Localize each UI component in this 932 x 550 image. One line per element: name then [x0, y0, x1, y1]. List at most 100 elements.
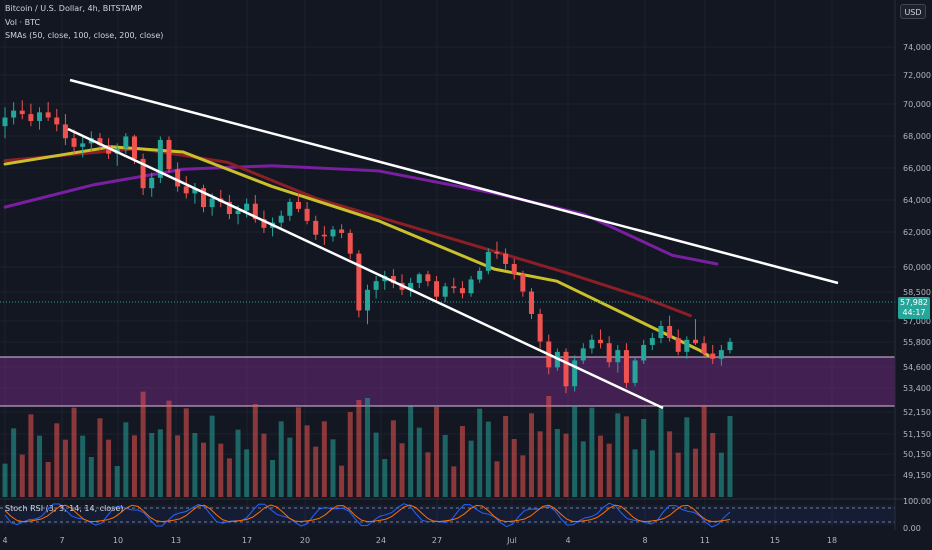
- volume-bar: [416, 427, 422, 497]
- candle-countdown: 44:17: [902, 308, 926, 317]
- volume-bar: [97, 418, 103, 497]
- volume-bar: [718, 452, 724, 497]
- date-tick-label: 13: [171, 536, 181, 545]
- volume-bar: [528, 413, 534, 497]
- candle-body: [477, 270, 483, 280]
- volume-bar: [166, 400, 172, 497]
- candle-body: [28, 114, 34, 121]
- candle-body: [468, 279, 474, 294]
- volume-bar: [252, 404, 258, 497]
- currency-button[interactable]: USD: [900, 4, 926, 19]
- volume-bar: [19, 454, 25, 497]
- support-zone-borders: [0, 356, 895, 407]
- candle-body: [598, 339, 604, 344]
- volume-bar: [106, 439, 112, 497]
- sma50-line: [3, 145, 710, 357]
- candle-body: [416, 274, 422, 283]
- candle-body: [131, 136, 137, 159]
- volume-bar: [54, 423, 60, 497]
- candle-body: [166, 139, 172, 170]
- candle-body: [718, 350, 724, 359]
- price-axis[interactable]: 74,000 72,000 70,000 68,000 66,000 64,000 62,0…: [894, 0, 931, 533]
- candle-body: [11, 110, 17, 118]
- candle-body: [157, 139, 163, 178]
- volume-bar: [339, 465, 345, 497]
- candle-body: [97, 138, 103, 146]
- symbol-label[interactable]: Bitcoin / U.S. Dollar, 4h, BITSTAMP: [5, 4, 143, 13]
- volume-bar: [28, 414, 34, 497]
- candle-body: [692, 339, 698, 344]
- volume-label[interactable]: Vol · BTC: [5, 17, 41, 27]
- candle-body: [226, 201, 232, 215]
- candles: [2, 100, 733, 394]
- candle-body: [149, 177, 155, 189]
- candle-body: [356, 253, 362, 311]
- price-tick-label: 66,000: [903, 164, 931, 173]
- volume-bar: [572, 405, 578, 497]
- volume-bar: [537, 431, 543, 497]
- volume-bar: [71, 407, 77, 497]
- candle-body: [667, 325, 673, 339]
- volume-bar: [278, 421, 284, 497]
- price-tick-label: 50,150: [903, 450, 931, 459]
- candle-body: [503, 253, 509, 264]
- candle-body: [252, 203, 258, 220]
- rsi-legend[interactable]: Stoch RSI (3, 3, 14, 14, close): [5, 504, 124, 513]
- candle-body: [19, 110, 25, 115]
- volume-bar: [399, 443, 405, 497]
- volume-bar: [520, 455, 526, 497]
- volume-bar: [598, 435, 604, 497]
- sma-label[interactable]: SMAs (50, close, 100, close, 200, close): [5, 31, 164, 40]
- volume-bar: [140, 391, 146, 497]
- volume-bar: [658, 408, 664, 497]
- volume-bar: [11, 428, 17, 497]
- volume-bar: [451, 466, 457, 497]
- volume-bar: [727, 415, 733, 497]
- candle-body: [434, 281, 440, 297]
- volume-bar: [313, 446, 319, 497]
- date-tick-label: 7: [59, 536, 64, 545]
- volume-bar: [632, 449, 638, 497]
- support-zone: [0, 357, 895, 406]
- candle-body: [589, 339, 595, 349]
- current-price-value: 57,982: [900, 298, 928, 307]
- volume-bar: [218, 443, 224, 497]
- price-tick-label: 60,000: [903, 263, 931, 272]
- date-tick-label: 15: [770, 536, 780, 545]
- candle-body: [494, 251, 500, 254]
- candle-body: [330, 229, 336, 237]
- volume-bar: [710, 433, 716, 497]
- candle-body: [710, 353, 716, 359]
- price-tick-label: 74,000: [903, 43, 931, 52]
- volume-bar: [330, 439, 336, 497]
- candle-body: [451, 286, 457, 289]
- volume-bar: [468, 440, 474, 497]
- date-tick-label: 10: [113, 536, 123, 545]
- volume-bar: [589, 407, 595, 497]
- volume-bar: [425, 452, 431, 497]
- volume-bar: [80, 435, 86, 497]
- candle-body: [365, 289, 370, 311]
- volume-bar: [235, 429, 241, 497]
- volume-bar: [701, 405, 707, 497]
- volume-bar: [114, 466, 120, 497]
- candle-body: [537, 313, 543, 342]
- volume-bar: [511, 439, 517, 497]
- price-tick-label: 51,150: [903, 430, 931, 439]
- candle-body: [183, 186, 189, 194]
- volume-bar: [123, 422, 129, 497]
- time-axis[interactable]: 4 7 10 13 17 20 24 27 Jul 4 8 11 15 18: [2, 536, 837, 545]
- moving-averages: [0, 145, 895, 357]
- candle-body: [442, 286, 448, 297]
- candle-body: [295, 201, 301, 209]
- volume-bar: [675, 452, 681, 497]
- candle-body: [321, 234, 327, 237]
- candle-body: [675, 338, 681, 352]
- candle-body: [390, 276, 396, 283]
- price-tick-label: 64,000: [903, 196, 931, 205]
- volume-bar: [667, 431, 673, 497]
- candle-body: [658, 325, 664, 339]
- price-tick-label: 49,150: [903, 471, 931, 480]
- lower-trendline: [67, 127, 664, 410]
